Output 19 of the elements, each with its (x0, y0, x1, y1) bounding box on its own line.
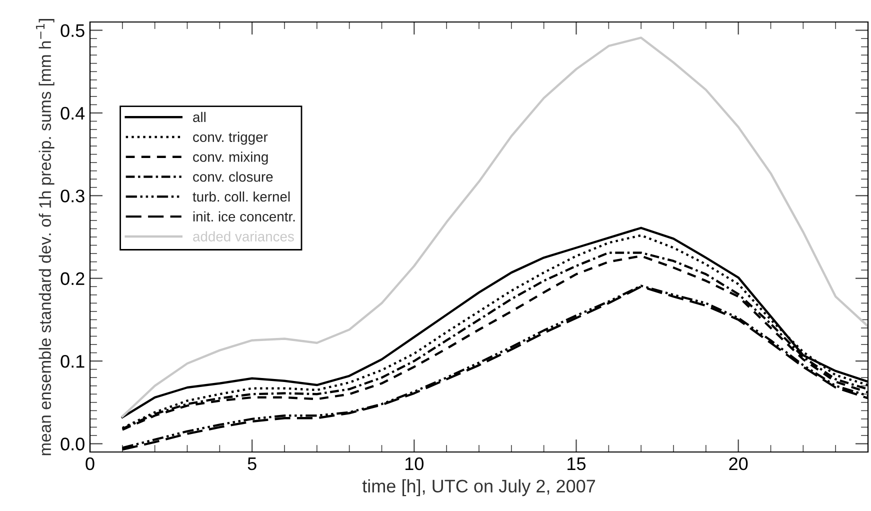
y-axis-title: mean ensemble standard dev. of 1h precip. sums [mm h$^{−1}$] (36, 19, 54, 456)
x-tick-label: 5 (248, 458, 256, 470)
legend-label: conv. closure (193, 172, 273, 182)
legend-label: conv. mixing (193, 152, 268, 165)
legend-label: turb. coll. kernel (192, 191, 290, 202)
y-tick-label: 0.5 (60, 24, 84, 37)
x-tick-label: 0 (86, 457, 94, 470)
x-tick-label: 20 (729, 457, 748, 470)
legend-label: all (193, 112, 206, 122)
y-tick-label: 0.4 (60, 106, 85, 120)
y-tick-label: 0.1 (60, 354, 84, 368)
legend-label: conv. trigger (193, 132, 268, 145)
x-tick-label: 15 (568, 458, 586, 470)
legend-label: init. ice concentr. (193, 211, 295, 222)
x-axis-title: time [h], UTC on July 2, 2007 (362, 479, 596, 496)
y-tick-label: 0.0 (60, 438, 84, 450)
x-tick-label: 10 (406, 457, 424, 470)
y-tick-label: 0.2 (60, 272, 84, 286)
y-tick-label: 0.3 (60, 190, 84, 202)
